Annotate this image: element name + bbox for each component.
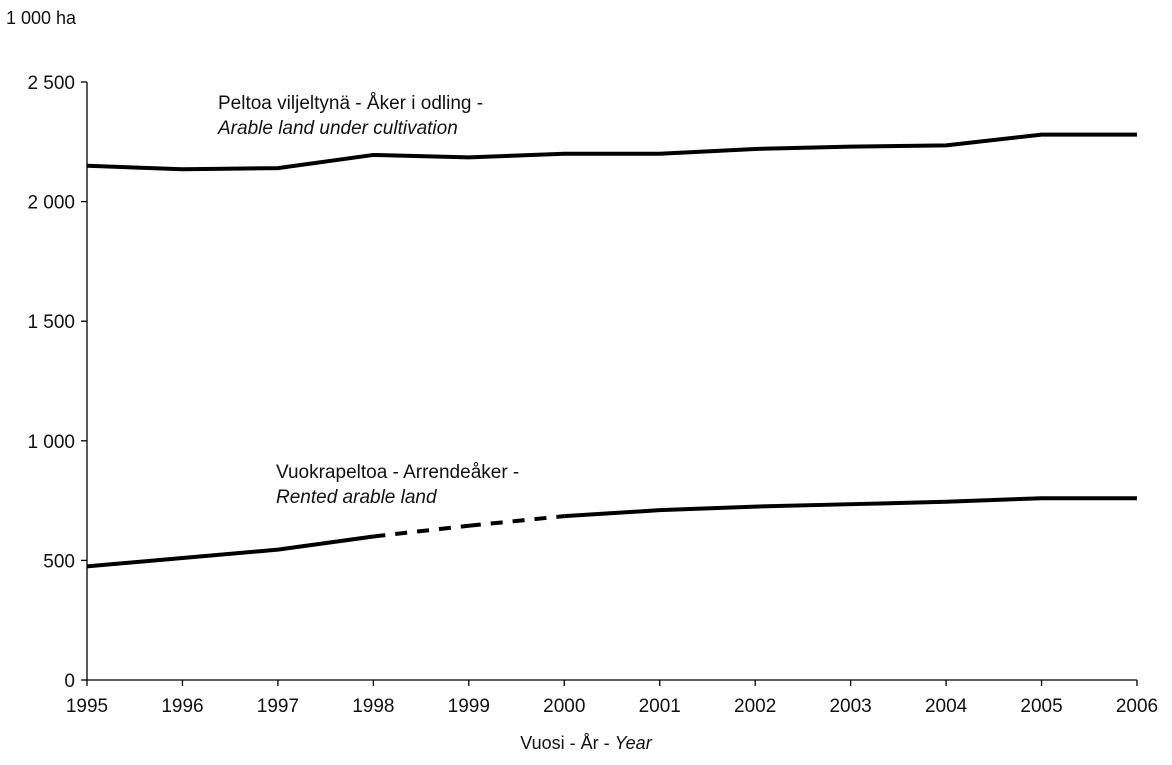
- series-label-rented-line1: Vuokrapeltoa - Arrendeåker -: [276, 462, 520, 483]
- series-label-arable-land: Peltoa viljeltynä - Åker i odling - Arab…: [218, 91, 483, 141]
- series-line-1-dashed: [373, 523, 470, 539]
- tick-labels: 0 500 1 000 1 500 2 000 2 500 1995 1996 1997 1998…: [27, 73, 1158, 717]
- axes: [81, 81, 1138, 686]
- x-axis-title-year: Year: [614, 733, 652, 753]
- y-tick-label: 2 500: [27, 73, 75, 94]
- x-tick-label: 2003: [829, 696, 871, 717]
- x-tick-label: 1997: [257, 696, 299, 717]
- series-label-arable-line1: Peltoa viljeltynä - Åker i odling -: [218, 93, 484, 114]
- series-line-0-solid: [86, 132, 1137, 172]
- y-axis-unit-label: 1 000 ha: [6, 8, 77, 28]
- x-tick-label: 1995: [66, 696, 108, 717]
- y-tick-label: 500: [43, 551, 75, 572]
- series-label-rented-land: Vuokrapeltoa - Arrendeåker - Rented arab…: [276, 460, 519, 510]
- x-tick-label: 1999: [448, 696, 490, 717]
- series-label-rented-line2: Rented arable land: [276, 487, 437, 508]
- x-tick-label: 1996: [161, 696, 203, 717]
- y-tick-label: 0: [64, 671, 75, 692]
- x-tick-label: 1998: [352, 696, 394, 717]
- x-tick-label: 2000: [543, 696, 585, 717]
- y-tick-label: 1 000: [27, 432, 75, 453]
- x-tick-label: 2006: [1116, 696, 1158, 717]
- x-tick-label: 2002: [734, 696, 776, 717]
- x-tick-label: 2001: [639, 696, 681, 717]
- x-tick-label: 2004: [925, 696, 968, 717]
- x-tick-label: 2005: [1020, 696, 1062, 717]
- y-tick-label: 2 000: [27, 193, 75, 214]
- y-tick-label: 1 500: [27, 312, 75, 333]
- series-line-1-solid: [564, 496, 1137, 519]
- series-layer: [86, 132, 1137, 569]
- x-axis-title-main: Vuosi - År -: [520, 733, 615, 753]
- series-label-arable-line2: Arable land under cultivation: [218, 118, 458, 139]
- series-line-1-solid: [86, 534, 374, 569]
- series-line-1-dashed: [468, 514, 565, 528]
- x-axis-title: Vuosi - År - Year: [0, 733, 1172, 754]
